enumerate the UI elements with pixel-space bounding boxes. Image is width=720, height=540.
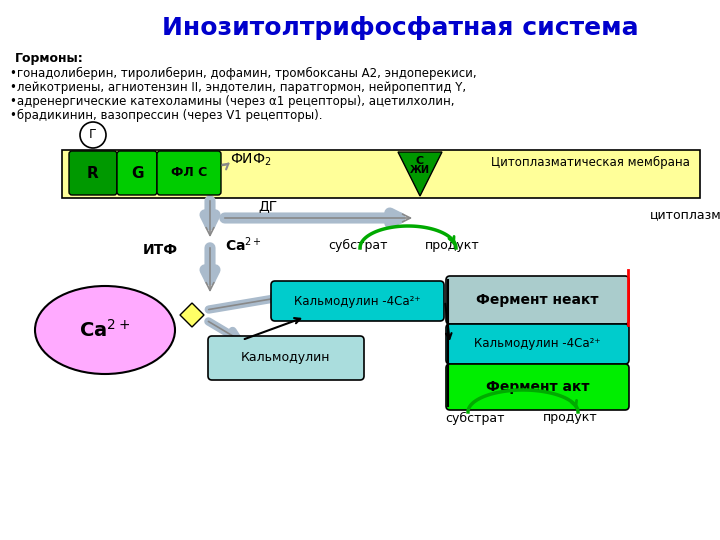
Text: ФИФ$_2$: ФИФ$_2$ xyxy=(230,152,271,168)
Text: субстрат: субстрат xyxy=(328,239,388,252)
Text: ДГ: ДГ xyxy=(258,199,277,213)
FancyBboxPatch shape xyxy=(117,151,157,195)
Text: ЖИ: ЖИ xyxy=(410,165,430,175)
Text: Цитоплазматическая мембрана: Цитоплазматическая мембрана xyxy=(491,156,690,168)
Text: С: С xyxy=(416,156,424,166)
Text: ИТФ: ИТФ xyxy=(143,243,178,257)
Text: продукт: продукт xyxy=(425,239,480,252)
FancyBboxPatch shape xyxy=(62,150,700,198)
Text: цитоплазма: цитоплазма xyxy=(650,208,720,221)
FancyBboxPatch shape xyxy=(446,324,629,364)
Circle shape xyxy=(80,122,106,148)
Text: R: R xyxy=(87,165,99,180)
FancyBboxPatch shape xyxy=(157,151,221,195)
Text: G: G xyxy=(131,165,143,180)
Text: •гонадолиберин, тиролиберин, дофамин, тромбоксаны А2, эндоперекиси,: •гонадолиберин, тиролиберин, дофамин, тр… xyxy=(10,67,477,80)
Text: субстрат: субстрат xyxy=(445,411,505,424)
Text: Кальмодулин -4Ca²⁺: Кальмодулин -4Ca²⁺ xyxy=(474,338,600,350)
Polygon shape xyxy=(398,152,442,196)
Text: Г: Г xyxy=(89,129,96,141)
Text: Кальмодулин -4Ca²⁺: Кальмодулин -4Ca²⁺ xyxy=(294,294,420,307)
Text: •адренергические катехоламины (через α1 рецепторы), ацетилхолин,: •адренергические катехоламины (через α1 … xyxy=(10,95,454,108)
Ellipse shape xyxy=(35,286,175,374)
FancyBboxPatch shape xyxy=(69,151,117,195)
Text: Ca$^{2+}$: Ca$^{2+}$ xyxy=(79,319,130,341)
FancyBboxPatch shape xyxy=(446,364,629,410)
Text: ФЛ С: ФЛ С xyxy=(171,166,207,179)
FancyBboxPatch shape xyxy=(446,276,629,324)
FancyBboxPatch shape xyxy=(208,336,364,380)
Text: Фермент неакт: Фермент неакт xyxy=(476,293,599,307)
Text: •брадикинин, вазопрессин (через V1 рецепторы).: •брадикинин, вазопрессин (через V1 рецеп… xyxy=(10,109,323,122)
Text: Гормоны:: Гормоны: xyxy=(15,52,84,65)
FancyBboxPatch shape xyxy=(271,281,444,321)
Text: Кальмодулин: Кальмодулин xyxy=(241,352,330,365)
Polygon shape xyxy=(180,303,204,327)
Text: Ca$^{2+}$: Ca$^{2+}$ xyxy=(225,235,262,254)
Text: продукт: продукт xyxy=(543,411,598,424)
Text: Инозитолтрифосфатная система: Инозитолтрифосфатная система xyxy=(162,16,639,40)
Text: •лейкотриены, агниотензин II, эндотелин, паратгормон, нейропептид Y,: •лейкотриены, агниотензин II, эндотелин,… xyxy=(10,81,466,94)
Text: Фермент акт: Фермент акт xyxy=(486,380,589,394)
